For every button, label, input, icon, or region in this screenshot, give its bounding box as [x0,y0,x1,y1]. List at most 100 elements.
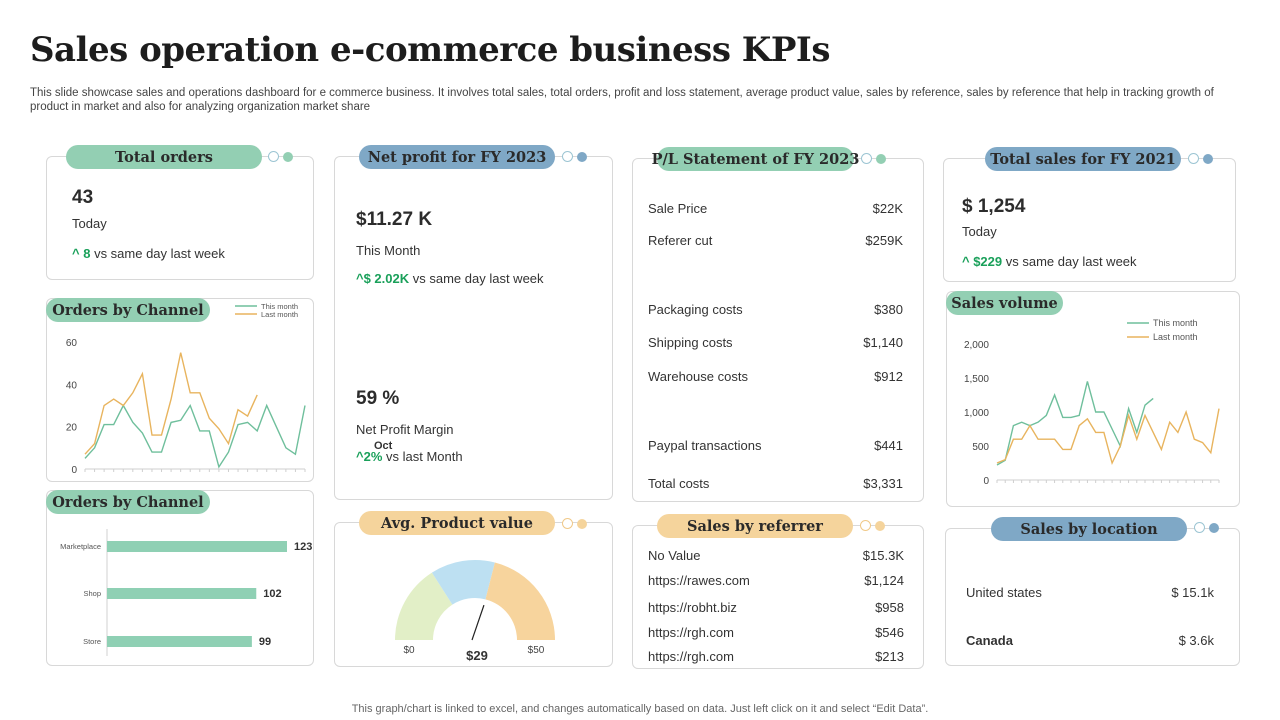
sales-volume-card: 0 500 1,000 1,500 2,000 This month Last month [946,291,1240,507]
referrer-row-label: https://robht.biz [648,600,737,615]
net-profit-margin-change-row: ^2% vs last Month [356,449,463,464]
pl-row-value: $259K [865,233,903,248]
referrer-row-value: $958 [875,600,904,615]
net-profit-value: $11.27 K [356,209,433,230]
pl-row-label: Total costs [648,476,710,491]
page-subtitle: This slide showcase sales and operations… [30,87,1214,113]
net-profit-card: $11.27 K This Month ^$ 2.02K vs same day… [334,156,613,500]
orders-bar-chart: Marketplace 123 Shop 102 Store 99 [60,529,312,656]
y-tick-label: 20 [66,423,78,434]
bar-value-label: 123 [294,541,312,553]
bar-store [107,636,252,647]
pl-row-label: Packaging costs [648,302,743,317]
pl-row-label: Warehouse costs [648,369,748,384]
y-tick-label: 0 [71,465,77,476]
y-tick-label: 0 [983,476,989,487]
series-line-this-month [84,403,306,469]
sales-volume-title: Sales volume [946,291,1063,315]
net-profit-period: This Month [356,243,421,258]
legend-label: Last month [1153,332,1198,342]
total-orders-change-row: ^ 8 vs same day last week [72,246,225,261]
avg-product-card: $0 $50 $29 [334,522,613,667]
sales-referrer-dots [860,520,885,531]
sales-referrer-card: No Value $15.3K https://rawes.com $1,124 htt… [632,525,924,669]
pl-statement-dots [861,153,886,164]
series-line-this-month [996,381,1154,466]
total-orders-dots [268,151,293,162]
bar-category-label: Store [83,637,101,646]
y-tick-label: 2,000 [964,340,989,351]
bar-value-label: 99 [259,636,271,648]
net-profit-change-row: ^$ 2.02K vs same day last week [356,271,544,286]
y-tick-label: 500 [972,442,989,453]
total-sales-value: $ 1,254 [962,196,1026,217]
pl-row-value: $441 [874,438,903,453]
y-tick-label: 40 [66,380,78,391]
bar-category-label: Shop [83,589,101,598]
net-profit-oct-label: Oct [374,440,393,452]
sales-volume-chart: 0 500 1,000 1,500 2,000 This month Last month [964,318,1220,487]
gauge-max-label: $50 [528,645,545,656]
pl-row-value: $22K [872,201,903,216]
y-tick-label: 1,500 [964,374,989,385]
total-sales-title: Total sales for FY 2021 [985,147,1181,171]
total-sales-card: $ 1,254 Today ^ $229 vs same day last we… [943,158,1236,282]
page-title: Sales operation e-commerce business KPIs [30,30,830,70]
avg-product-title: Avg. Product value [359,511,555,535]
gauge-value-label: $29 [466,648,488,663]
total-orders-period: Today [72,216,107,231]
total-orders-change: ^ 8 [72,246,91,261]
net-profit-change-text: vs same day last week [412,271,544,286]
legend-label: This month [1153,318,1198,328]
bar-marketplace [107,541,287,552]
location-row-label: United states [966,585,1042,600]
net-profit-margin-change: ^2% [356,449,383,464]
referrer-row-value: $213 [875,649,904,664]
total-orders-title: Total orders [66,145,262,169]
location-row-value: $ 15.1k [1171,585,1214,600]
referrer-row-label: https://rgh.com [648,625,734,640]
referrer-row-label: https://rawes.com [648,573,750,588]
total-sales-change: ^ $229 [962,254,1003,269]
gauge-segment-high [485,562,555,640]
gauge-needle [471,604,485,641]
pl-row-label: Shipping costs [648,335,733,350]
referrer-row-label: https://rgh.com [648,649,734,664]
referrer-row-label: No Value [648,548,701,563]
pl-statement-title: P/L Statement of FY 2023 [652,147,859,171]
pl-row-label: Referer cut [648,233,713,248]
sales-referrer-title: Sales by referrer [657,514,853,538]
orders-bar-card: Marketplace 123 Shop 102 Store 99 [46,490,314,666]
bar-shop [107,588,257,599]
referrer-row-value: $546 [875,625,904,640]
sales-location-dots [1194,522,1219,533]
referrer-row-value: $1,124 [864,573,904,588]
pl-row-value: $1,140 [863,335,903,350]
y-tick-label: 60 [66,338,78,349]
pl-row-value: $3,331 [863,476,903,491]
avg-product-dots [562,518,587,529]
gauge-segment-mid [431,560,495,605]
net-profit-margin-label: Net Profit Margin [356,422,454,437]
y-tick-label: 1,000 [964,408,989,419]
gauge-min-label: $0 [403,645,415,656]
total-sales-change-row: ^ $229 vs same day last week [962,254,1137,269]
net-profit-dots [562,151,587,162]
location-row-label: Canada [966,633,1013,648]
legend-label: This month [261,302,298,311]
orders-bar-title: Orders by Channel [46,490,210,514]
page-footer: This graph/chart is linked to excel, and… [351,703,929,715]
total-orders-card: 43 Today ^ 8 vs same day last week [46,156,314,280]
net-profit-change: ^$ 2.02K [356,271,410,286]
net-profit-margin-change-text: vs last Month [386,449,463,464]
referrer-row-value: $15.3K [862,548,904,563]
bar-value-label: 102 [263,588,281,600]
pl-row-value: $380 [874,302,903,317]
pl-row-value: $912 [874,369,903,384]
total-sales-dots [1188,153,1213,164]
orders-line-card: 0 20 40 60 This month Last month [46,298,314,482]
total-orders-value: 43 [72,187,94,208]
pl-row-label: Paypal transactions [648,438,762,453]
sales-location-card: United states $ 15.1k Canada $ 3.6k [945,528,1240,666]
